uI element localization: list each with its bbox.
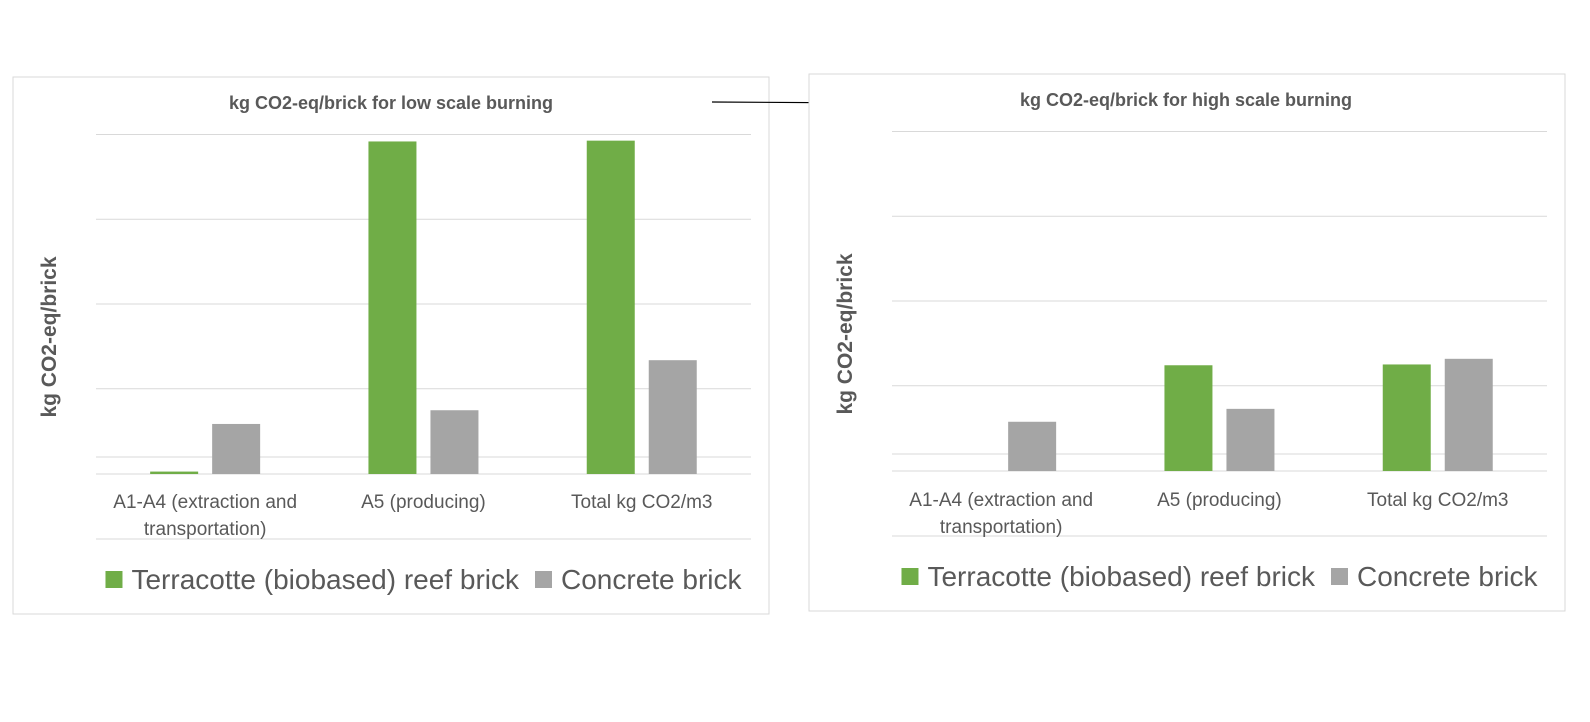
x-tick-label: A5 (producing) bbox=[1157, 490, 1282, 511]
chart-panel-low-scale: kg CO2-eq/brick for low scale burning kg… bbox=[12, 76, 770, 615]
bar-terracotte bbox=[1164, 365, 1213, 471]
legend-swatch bbox=[535, 571, 552, 588]
chart-title: kg CO2-eq/brick for high scale burning bbox=[1020, 90, 1352, 110]
chart-frame bbox=[808, 73, 1566, 612]
legend-label: Concrete brick bbox=[561, 564, 743, 595]
bar-concrete bbox=[1008, 421, 1057, 471]
bar-concrete bbox=[430, 410, 479, 474]
x-tick-label: A1-A4 (extraction and transportation) bbox=[113, 492, 297, 540]
bar-terracotte bbox=[150, 471, 199, 474]
bar-terracotte bbox=[368, 141, 417, 474]
x-tick-label: Total kg CO2/m3 bbox=[1367, 490, 1509, 511]
legend-swatch bbox=[1331, 568, 1348, 585]
bar-concrete bbox=[648, 360, 697, 474]
x-tick-label: Total kg CO2/m3 bbox=[571, 492, 713, 513]
legend-label: Terracotte (biobased) reef brick bbox=[131, 564, 520, 595]
legend: Terracotte (biobased) reef brick Concrete… bbox=[105, 564, 743, 595]
y-axis-label: kg CO2-eq/brick bbox=[834, 253, 857, 414]
bar-concrete bbox=[1226, 408, 1275, 471]
y-axis-label: kg CO2-eq/brick bbox=[38, 256, 61, 417]
x-tick-label: A5 (producing) bbox=[361, 492, 486, 513]
chart-title: kg CO2-eq/brick for low scale burning bbox=[229, 93, 553, 113]
bar-concrete bbox=[212, 423, 261, 474]
legend-swatch bbox=[901, 568, 919, 585]
plot-area: A1-A4 (extraction and transportation) A5 (… bbox=[96, 134, 751, 595]
bar-terracotte bbox=[1382, 364, 1431, 471]
legend-label: Concrete brick bbox=[1357, 561, 1539, 592]
x-tick-label: A1-A4 (extraction and transportation) bbox=[909, 490, 1093, 538]
chart-panel-high-scale: kg CO2-eq/brick for high scale burning k… bbox=[808, 73, 1566, 612]
legend-label: Terracotte (biobased) reef brick bbox=[927, 561, 1316, 592]
legend-swatch bbox=[105, 571, 123, 588]
bar-terracotte bbox=[586, 140, 635, 474]
bar-concrete bbox=[1444, 358, 1493, 471]
legend: Terracotte (biobased) reef brick Concrete… bbox=[901, 561, 1539, 592]
plot-area: A1-A4 (extraction and transportation) A5 (… bbox=[892, 131, 1547, 592]
